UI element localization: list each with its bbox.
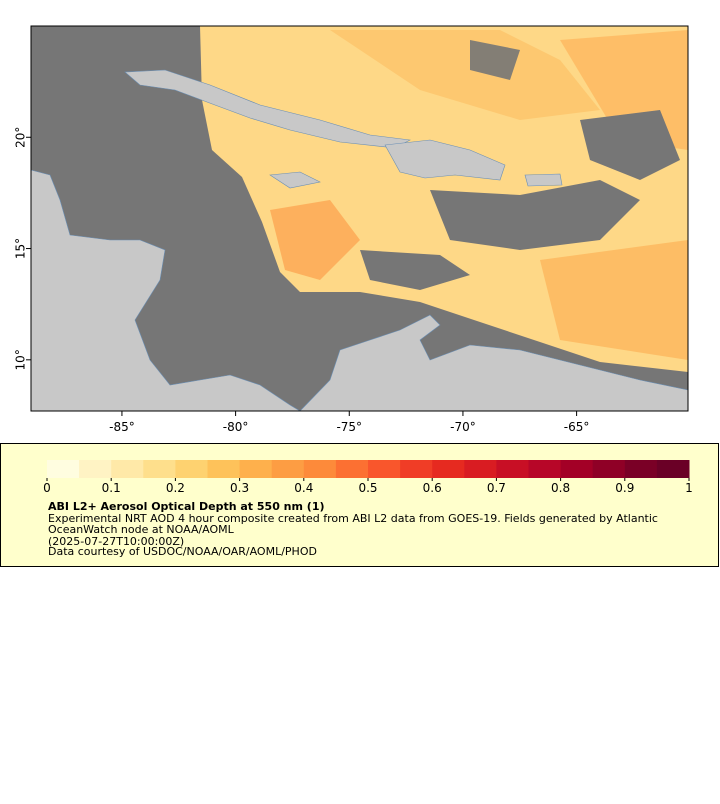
colorbar-swatch	[47, 460, 80, 478]
colorbar-swatch	[303, 460, 337, 478]
colorbar-swatch	[560, 460, 594, 478]
colorbar-swatch	[79, 460, 112, 478]
colorbar-swatch	[656, 460, 690, 478]
colorbar-tick-label: 0.6	[423, 481, 442, 495]
colorbar-tick-label: 0	[43, 481, 51, 495]
colorbar-swatch	[528, 460, 562, 478]
colorbar-swatch	[175, 460, 208, 478]
legend-title: ABI L2+ Aerosol Optical Depth at 550 nm …	[48, 500, 325, 513]
legend-line: Data courtesy of USDOC/NOAA/OAR/AOML/PHO…	[48, 545, 317, 558]
colorbar-swatch	[335, 460, 369, 478]
colorbar-tick-label: 0.3	[230, 481, 249, 495]
map-frame	[30, 25, 689, 412]
y-tick-label: 20°	[14, 127, 28, 148]
colorbar-tick-label: 0.2	[166, 481, 185, 495]
colorbar-tick-label: 0.5	[358, 481, 377, 495]
legend-line: Experimental NRT AOD 4 hour composite cr…	[48, 512, 658, 525]
x-tick-label: -85°	[109, 420, 135, 434]
colorbar-swatch	[496, 460, 529, 478]
colorbar-swatch	[271, 460, 305, 478]
colorbar-swatch	[207, 460, 241, 478]
colorbar-swatch	[432, 460, 465, 478]
x-tick-label: -80°	[223, 420, 249, 434]
colorbar-tick-label: 1	[685, 481, 693, 495]
colorbar-swatch	[111, 460, 144, 478]
colorbar-tick-label: 0.7	[487, 481, 506, 495]
colorbar-swatch	[400, 460, 433, 478]
colorbar-swatch	[368, 460, 401, 478]
colorbar-tick-label: 0.4	[294, 481, 313, 495]
land	[30, 69, 689, 412]
legend-line: OceanWatch node at NOAA/AOML	[48, 523, 235, 536]
colorbar-swatch	[592, 460, 626, 478]
y-tick-label: 10°	[14, 349, 28, 370]
colorbar-swatch	[464, 460, 497, 478]
colorbar-swatch	[239, 460, 273, 478]
y-tick-label: 15°	[14, 238, 28, 259]
colorbar-tick-label: 0.8	[551, 481, 570, 495]
legend-line: (2025-07-27T10:00:00Z)	[48, 535, 184, 548]
x-tick-label: -65°	[564, 420, 590, 434]
x-tick-label: -75°	[336, 420, 362, 434]
colorbar-tick-label: 0.9	[615, 481, 634, 495]
colorbar-tick-label: 0.1	[102, 481, 121, 495]
x-tick-label: -70°	[450, 420, 476, 434]
aerosol	[200, 26, 688, 372]
colorbar-swatch	[143, 460, 176, 478]
colorbar-swatch	[624, 460, 658, 478]
